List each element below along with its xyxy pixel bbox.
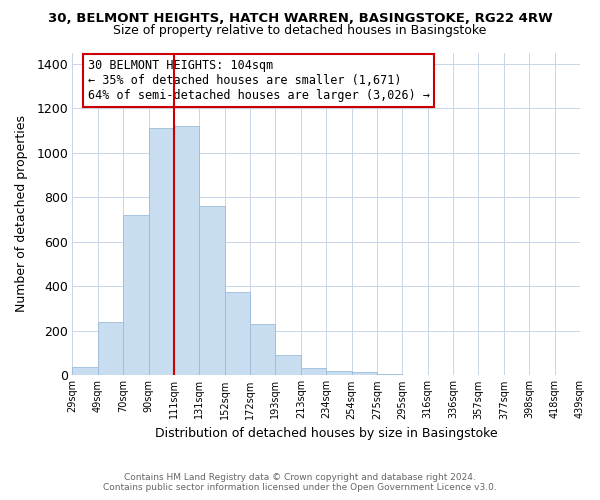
Text: Contains HM Land Registry data © Crown copyright and database right 2024.
Contai: Contains HM Land Registry data © Crown c… <box>103 473 497 492</box>
Text: 30 BELMONT HEIGHTS: 104sqm
← 35% of detached houses are smaller (1,671)
64% of s: 30 BELMONT HEIGHTS: 104sqm ← 35% of deta… <box>88 59 430 102</box>
Y-axis label: Number of detached properties: Number of detached properties <box>15 116 28 312</box>
Bar <box>377 374 403 375</box>
Bar <box>275 355 301 375</box>
Bar <box>149 128 174 375</box>
Bar <box>301 368 326 375</box>
Bar <box>224 292 250 375</box>
X-axis label: Distribution of detached houses by size in Basingstoke: Distribution of detached houses by size … <box>155 427 497 440</box>
Bar <box>73 367 98 375</box>
Text: Size of property relative to detached houses in Basingstoke: Size of property relative to detached ho… <box>113 24 487 37</box>
Bar <box>98 322 123 375</box>
Bar <box>326 370 352 375</box>
Bar <box>250 324 275 375</box>
Bar <box>352 372 377 375</box>
Bar <box>174 126 199 375</box>
Text: 30, BELMONT HEIGHTS, HATCH WARREN, BASINGSTOKE, RG22 4RW: 30, BELMONT HEIGHTS, HATCH WARREN, BASIN… <box>47 12 553 26</box>
Bar <box>199 206 224 375</box>
Bar <box>123 215 149 375</box>
